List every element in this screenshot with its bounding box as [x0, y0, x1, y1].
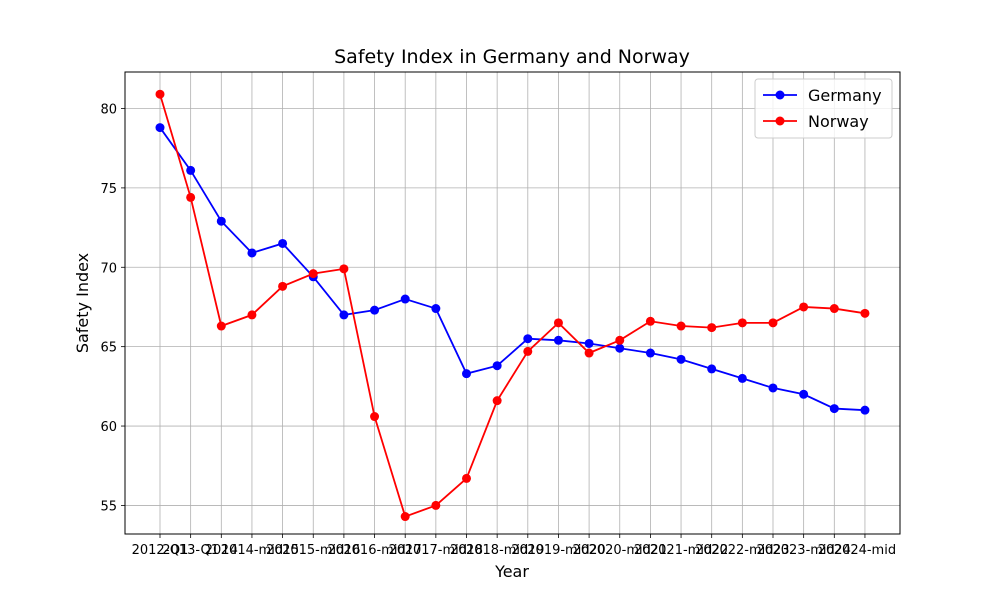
germany-point: [737, 373, 747, 383]
germany-point: [584, 338, 594, 348]
x-tick-label: 2023: [756, 543, 789, 558]
germany-point: [768, 383, 778, 393]
x-tick-label: 2021: [634, 543, 667, 558]
x-tick-label: 2018: [450, 543, 483, 558]
x-tick-label: 2021-mid: [650, 543, 712, 558]
plot-area: [124, 71, 901, 535]
norway-point: [737, 318, 747, 328]
norway-point: [768, 318, 778, 328]
chart-title: Safety Index in Germany and Norway: [334, 46, 690, 68]
x-tick-label: 2015-mid: [282, 543, 344, 558]
germany-point: [860, 405, 870, 415]
legend-norway-label: Norway: [808, 112, 869, 131]
x-tick-label: 2019: [511, 543, 544, 558]
germany-point: [645, 348, 655, 358]
legend-germany-label: Germany: [808, 86, 882, 105]
norway-point: [584, 348, 594, 358]
y-tick-label: 60: [100, 420, 117, 435]
germany-point: [400, 294, 410, 304]
x-tick-label: 2013-Q1: [162, 543, 219, 558]
x-tick-label: 2022-mid: [711, 543, 773, 558]
x-tick-label: 2014-mid: [221, 543, 283, 558]
norway-point: [829, 304, 839, 314]
germany-point: [155, 123, 165, 133]
germany-point: [707, 364, 717, 374]
x-tick-label: 2018-mid: [466, 543, 528, 558]
y-tick-label: 80: [100, 103, 117, 118]
y-tick-label: 70: [100, 261, 117, 276]
germany-point: [370, 305, 380, 315]
norway-point: [278, 281, 288, 291]
x-tick-label: 2020: [573, 543, 606, 558]
germany-point: [216, 216, 226, 226]
y-axis-label: Safety Index: [73, 253, 92, 353]
norway-point: [492, 396, 502, 406]
norway-point: [707, 323, 717, 333]
x-tick-label: 2024: [818, 543, 851, 558]
x-axis: 2012-Q12013-Q120142014-mid20152015-mid20…: [132, 534, 896, 558]
y-axis: 55 60 65 70 75 80: [100, 103, 125, 514]
germany-point: [278, 238, 288, 248]
norway-point: [553, 318, 563, 328]
x-tick-label: 2019-mid: [527, 543, 589, 558]
norway-point: [462, 473, 471, 483]
germany-point: [247, 248, 257, 258]
norway-point: [400, 512, 410, 522]
x-tick-label: 2017-mid: [405, 543, 467, 558]
germany-point: [492, 361, 502, 371]
y-tick-label: 65: [100, 341, 117, 356]
germany-point: [676, 354, 686, 364]
norway-point: [247, 310, 257, 320]
norway-point: [155, 89, 165, 99]
norway-point: [370, 412, 380, 422]
legend: Germany Norway: [754, 78, 893, 139]
x-tick-label: 2014: [205, 543, 238, 558]
legend-box: [754, 78, 893, 139]
germany-point: [339, 310, 349, 320]
norway-point: [860, 308, 870, 318]
legend-germany-marker: [775, 90, 785, 100]
germany-line: [159, 127, 865, 412]
x-tick-label: 2017: [389, 543, 422, 558]
norway-line: [159, 93, 866, 518]
norway-point: [676, 321, 686, 331]
norway-point: [216, 321, 226, 331]
norway-point: [186, 192, 196, 202]
germany-point: [462, 369, 471, 379]
x-tick-label: 2015: [266, 543, 299, 558]
x-tick-label: 2023-mid: [772, 543, 834, 558]
norway-point: [645, 316, 655, 326]
y-tick-label: 75: [100, 182, 117, 197]
germany-point: [431, 304, 441, 314]
x-tick-label: 2016-mid: [343, 543, 405, 558]
norway-point: [523, 346, 533, 356]
x-axis-label: Year: [494, 562, 529, 581]
germany-point: [553, 335, 563, 345]
norway-point: [799, 302, 809, 312]
y-tick-label: 55: [100, 499, 117, 514]
germany-point: [615, 343, 625, 353]
grid: [125, 72, 900, 534]
x-tick-label: 2012-Q1: [132, 543, 189, 558]
germany-point: [523, 334, 533, 344]
legend-norway-marker: [775, 116, 785, 126]
norway-point: [308, 269, 318, 279]
x-tick-label: 2020-mid: [589, 543, 651, 558]
x-tick-label: 2022: [695, 543, 728, 558]
germany-point: [799, 389, 809, 399]
germany-point: [829, 404, 839, 414]
series-group: [155, 89, 870, 522]
x-tick-label: 2024-mid: [834, 543, 896, 558]
norway-point: [615, 335, 625, 345]
norway-point: [431, 500, 441, 510]
germany-point: [186, 165, 196, 175]
norway-point: [339, 264, 349, 274]
x-tick-label: 2016: [327, 543, 360, 558]
